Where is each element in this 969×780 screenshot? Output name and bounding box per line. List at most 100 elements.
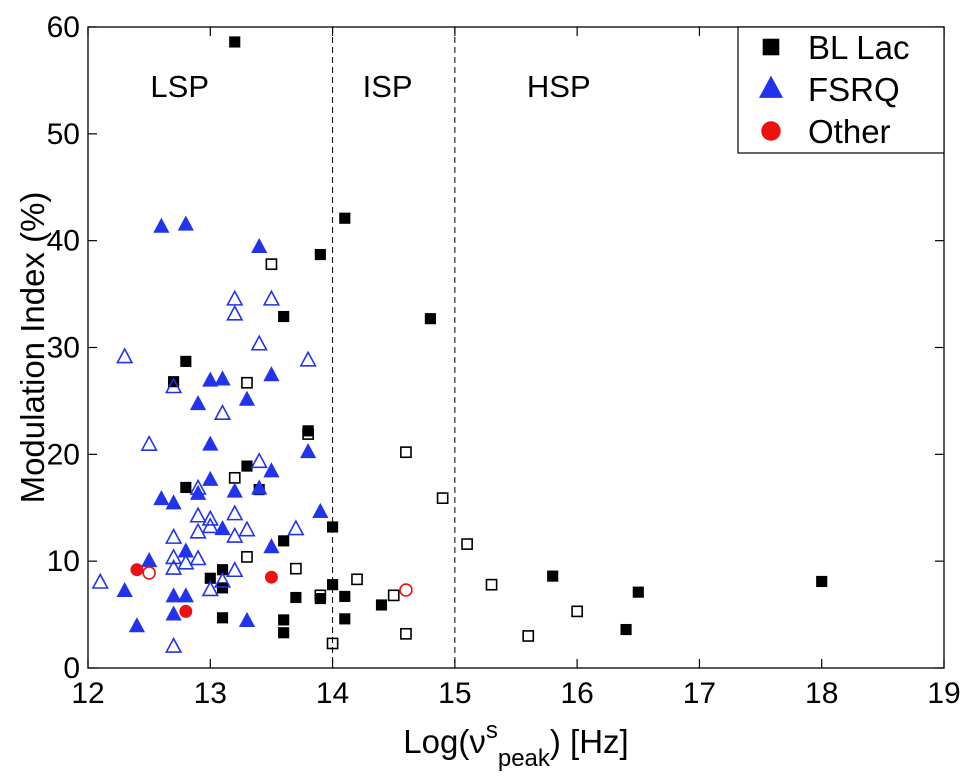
point-bl-lac-filled	[290, 591, 302, 604]
legend-label-bl-lac: BL Lac	[808, 29, 910, 66]
point-fsrq-filled	[214, 520, 231, 536]
point-fsrq-open	[189, 522, 207, 539]
x-tick-label: 19	[927, 677, 960, 710]
point-bl-lac-filled	[278, 535, 290, 547]
point-bl-lac-open	[400, 627, 412, 640]
point-fsrq-open	[262, 289, 281, 306]
y-tick-label: 30	[47, 332, 80, 365]
x-axis-title: Log(νspeak) [Hz]	[403, 717, 628, 772]
point-fsrq-filled	[214, 370, 231, 386]
point-other-open	[142, 566, 156, 580]
series-fsrq	[91, 215, 329, 653]
x-tick-label: 18	[805, 677, 838, 710]
point-fsrq-open	[189, 506, 207, 523]
point-bl-lac-filled	[327, 579, 339, 591]
point-bl-lac-open	[241, 551, 253, 563]
point-fsrq-open	[226, 304, 244, 321]
point-fsrq-open	[238, 520, 256, 537]
point-fsrq-filled	[153, 217, 170, 233]
legend-marker-bl-lac	[762, 38, 780, 56]
point-fsrq-filled	[177, 587, 194, 603]
point-fsrq-open	[201, 580, 219, 597]
point-fsrq-filled	[165, 587, 182, 603]
point-bl-lac-filled	[241, 460, 253, 472]
point-bl-lac-filled	[180, 355, 192, 367]
point-fsrq-filled	[141, 552, 158, 568]
point-fsrq-open	[164, 548, 183, 565]
point-fsrq-open	[189, 549, 207, 566]
point-fsrq-filled	[263, 462, 280, 478]
point-fsrq-filled	[165, 494, 182, 510]
point-fsrq-open	[226, 289, 244, 306]
point-fsrq-filled	[177, 215, 194, 231]
region-label-hsp: HSP	[527, 69, 591, 104]
point-bl-lac-filled	[180, 481, 192, 494]
point-fsrq-filled	[263, 538, 280, 554]
y-tick-label: 50	[47, 118, 80, 151]
x-tick-label: 16	[560, 677, 593, 710]
y-axis-title: Modulation Index (%)	[14, 192, 51, 504]
point-bl-lac-filled	[314, 592, 326, 605]
point-fsrq-filled	[238, 390, 256, 406]
point-other-open	[399, 583, 413, 597]
point-bl-lac-open	[400, 446, 412, 459]
point-bl-lac-filled	[216, 612, 229, 624]
x-tick-label: 17	[683, 677, 716, 710]
point-fsrq-filled	[251, 479, 268, 495]
point-bl-lac-filled	[278, 310, 290, 323]
point-bl-lac-filled	[302, 425, 314, 437]
y-tick-label: 60	[47, 11, 80, 44]
point-other-filled	[264, 570, 278, 584]
point-fsrq-filled	[202, 435, 219, 451]
point-fsrq-filled	[116, 581, 133, 598]
point-fsrq-open	[164, 558, 183, 575]
point-bl-lac-filled	[339, 212, 351, 224]
point-bl-lac-filled	[632, 586, 644, 598]
point-fsrq-filled	[189, 484, 207, 500]
point-bl-lac-open	[387, 589, 400, 602]
axis-ticks: 12 13 14 15 16 17 18 19 0 10 20 30 40 50 60	[47, 11, 961, 710]
point-fsrq-open	[164, 377, 183, 394]
point-fsrq-filled	[251, 237, 268, 254]
point-bl-lac-open	[485, 578, 498, 591]
point-bl-lac-filled	[168, 376, 180, 388]
point-bl-lac-filled	[816, 575, 828, 588]
point-fsrq-open	[213, 403, 232, 420]
point-fsrq-open	[164, 527, 183, 544]
point-fsrq-open	[299, 350, 317, 367]
point-fsrq-open	[201, 509, 219, 526]
x-tick-label: 12	[71, 677, 104, 710]
point-fsrq-filled	[312, 502, 329, 518]
point-bl-lac-filled	[314, 248, 326, 261]
y-tick-label: 0	[63, 652, 80, 685]
point-fsrq-open	[164, 636, 183, 653]
point-fsrq-open	[226, 526, 244, 543]
point-bl-lac-open	[265, 258, 278, 271]
point-fsrq-open	[250, 452, 268, 469]
x-axis-title-superscript: s	[486, 717, 498, 744]
point-bl-lac-filled	[216, 582, 229, 594]
legend-marker-other	[761, 121, 781, 141]
data-points	[91, 36, 828, 653]
point-fsrq-filled	[263, 366, 280, 382]
x-tick-label: 13	[194, 677, 227, 710]
region-label-isp: ISP	[363, 69, 413, 104]
x-tick-label: 14	[316, 677, 349, 710]
region-labels: LSP ISP HSP	[150, 69, 590, 104]
x-tick-label: 15	[438, 677, 471, 710]
point-fsrq-open	[201, 517, 219, 534]
point-bl-lac-filled	[339, 590, 351, 602]
point-bl-lac-filled	[547, 570, 559, 582]
point-fsrq-filled	[177, 542, 194, 558]
point-fsrq-open	[140, 434, 158, 451]
point-bl-lac-open	[571, 605, 584, 618]
point-bl-lac-open	[241, 376, 253, 389]
point-bl-lac-filled	[327, 521, 339, 533]
x-axis-title-main: Log(ν	[403, 723, 486, 760]
point-fsrq-filled	[153, 490, 170, 506]
point-bl-lac-filled	[278, 614, 290, 626]
legend-label-fsrq: FSRQ	[808, 71, 900, 108]
point-bl-lac-filled	[620, 623, 632, 636]
point-fsrq-filled	[202, 470, 219, 486]
